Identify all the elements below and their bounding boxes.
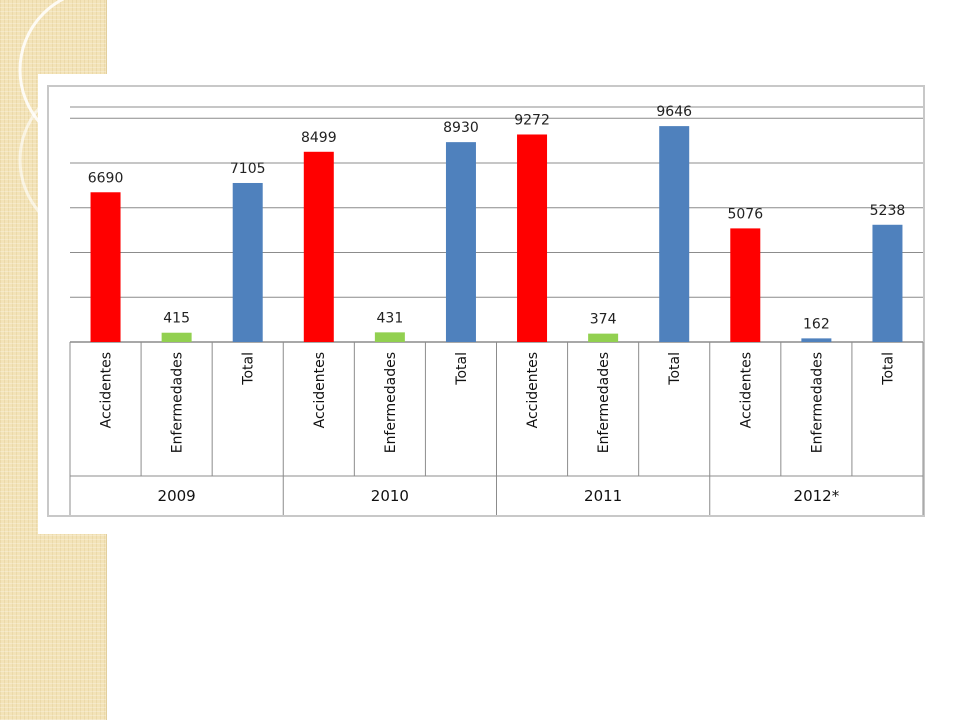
category-label: Enfermedades — [383, 352, 399, 453]
bar-2009-Enfermedades — [161, 332, 192, 342]
bar-2012*-Enfermedades — [801, 338, 832, 342]
category-label: Accidentes — [738, 352, 754, 428]
category-label: Accidentes — [525, 352, 541, 428]
bar-value-label: 5076 — [727, 206, 763, 222]
bar-2011-Accidentes — [517, 134, 548, 342]
category-label: Enfermedades — [809, 352, 825, 453]
year-label: 2011 — [584, 487, 622, 505]
bar-2009-Accidentes — [90, 192, 121, 342]
bar-2009-Total — [232, 182, 263, 342]
category-label: Total — [880, 352, 896, 386]
bar-value-label: 6690 — [88, 170, 124, 186]
bar-value-label: 162 — [803, 316, 830, 332]
bar-value-label: 431 — [377, 310, 404, 326]
category-label: Enfermedades — [596, 352, 612, 453]
bar-value-label: 9272 — [514, 112, 550, 128]
bar-2010-Accidentes — [303, 151, 334, 342]
bar-value-label: 9646 — [656, 104, 692, 120]
category-label: Accidentes — [312, 352, 328, 428]
bar-value-label: 7105 — [230, 161, 266, 177]
category-label: Total — [454, 352, 470, 386]
bar-2010-Enfermedades — [374, 332, 405, 342]
category-label: Total — [667, 352, 683, 386]
bar-2012*-Total — [872, 224, 903, 342]
bar-2011-Enfermedades — [588, 333, 619, 342]
bar-2010-Total — [445, 142, 476, 342]
bar-value-label: 374 — [590, 312, 617, 328]
year-label: 2009 — [158, 487, 196, 505]
category-label: Accidentes — [99, 352, 115, 428]
bar-2012*-Accidentes — [730, 228, 761, 342]
category-label: Enfermedades — [170, 352, 186, 453]
chart-area-border — [47, 85, 925, 517]
category-label: Total — [241, 352, 257, 386]
bar-value-label: 415 — [163, 311, 190, 327]
bar-value-label: 5238 — [870, 203, 906, 219]
bar-value-label: 8499 — [301, 130, 337, 146]
chart-frame: 6690 Accidentes 415 Enfermedades 7105 Total 20… — [38, 74, 952, 534]
year-label: 2010 — [371, 487, 409, 505]
bar-value-label: 8930 — [443, 120, 479, 136]
bar-chart: 6690 Accidentes 415 Enfermedades 7105 Total 20… — [47, 85, 925, 517]
bar-2011-Total — [659, 126, 690, 342]
year-label: 2012* — [794, 487, 840, 505]
